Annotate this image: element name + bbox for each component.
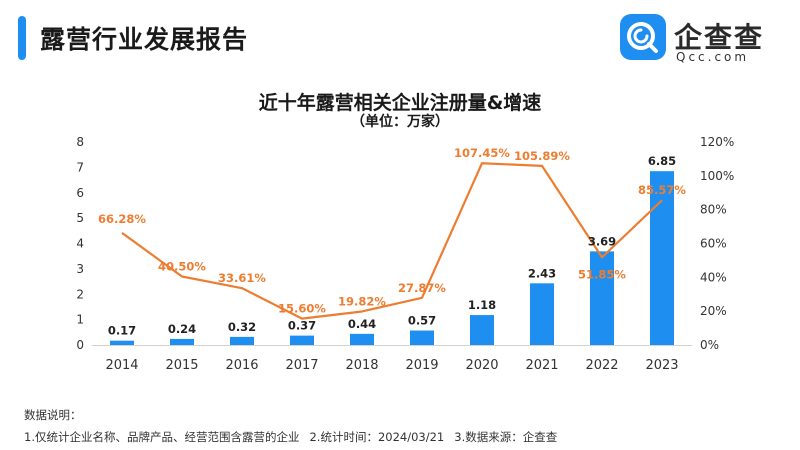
x-tick-label: 2021 — [525, 358, 558, 373]
x-tick-label: 2018 — [345, 358, 378, 373]
x-tick-label: 2020 — [465, 358, 498, 373]
line-value-label: 66.28% — [98, 212, 146, 226]
y-right-tick-label: 80% — [700, 203, 727, 217]
y-left-tick-label: 3 — [76, 262, 84, 276]
note-scope: 1.仅统计企业名称、品牌产品、经营范围含露营的企业 — [24, 430, 300, 444]
qcc-logo-icon — [620, 14, 666, 60]
bar — [110, 340, 134, 345]
y-left-tick-label: 4 — [76, 237, 84, 251]
bar — [170, 338, 194, 345]
logo-domain: Qcc.com — [676, 50, 750, 64]
chart-unit: （单位：万家） — [351, 114, 449, 130]
bar-value-label: 0.17 — [108, 324, 136, 338]
bar — [530, 283, 554, 345]
bar-value-label: 3.69 — [588, 234, 616, 248]
bar-value-label: 2.43 — [528, 266, 556, 280]
x-tick-label: 2017 — [285, 358, 318, 373]
bar — [590, 251, 614, 345]
report-title: 露营行业发展报告 — [40, 25, 249, 54]
y-left-tick-label: 8 — [76, 135, 84, 149]
bar — [290, 335, 314, 345]
bar — [350, 333, 374, 345]
y-left-tick-label: 5 — [76, 211, 84, 225]
header-accent-bar — [18, 16, 26, 60]
y-left-tick-label: 6 — [76, 186, 84, 200]
note-source: 3.数据来源：企查查 — [454, 430, 558, 444]
line-value-label: 40.50% — [158, 259, 206, 273]
x-tick-label: 2023 — [645, 358, 678, 373]
chart-title: 近十年露营相关企业注册量&增速 — [258, 92, 542, 114]
line-value-label: 15.60% — [278, 302, 326, 316]
y-right-tick-label: 20% — [700, 304, 727, 318]
brand-logo: 企查查 Qcc.com — [620, 14, 790, 66]
y-left-tick-label: 7 — [76, 160, 84, 174]
x-tick-label: 2014 — [105, 358, 138, 373]
line-value-label: 19.82% — [338, 294, 386, 308]
bar-value-label: 1.18 — [468, 298, 496, 312]
y-right-tick-label: 100% — [700, 169, 734, 183]
bar-value-label: 0.44 — [348, 317, 376, 331]
y-right-tick-label: 0% — [700, 338, 719, 352]
notes-line: 1.仅统计企业名称、品牌产品、经营范围含露营的企业 2.统计时间：2024/03/… — [24, 426, 557, 448]
bar — [470, 315, 494, 345]
bar — [410, 330, 434, 345]
bar — [650, 171, 674, 345]
data-notes: 数据说明： 1.仅统计企业名称、品牌产品、经营范围含露营的企业 2.统计时间：20… — [24, 404, 557, 448]
bar-value-label: 0.32 — [228, 320, 256, 334]
logo-name: 企查查 — [674, 21, 765, 54]
growth-rate-line — [121, 162, 663, 320]
line-value-label: 51.85% — [578, 267, 626, 281]
line-value-label: 27.87% — [398, 281, 446, 295]
x-tick-label: 2022 — [585, 358, 618, 373]
y-right-tick-label: 60% — [700, 237, 727, 251]
bar-value-label: 0.24 — [168, 322, 196, 336]
note-date: 2.统计时间：2024/03/21 — [309, 430, 445, 444]
y-right-tick-label: 40% — [700, 270, 727, 284]
line-value-label: 85.57% — [638, 183, 686, 197]
bar-value-label: 0.37 — [288, 319, 316, 333]
notes-heading: 数据说明： — [24, 408, 82, 422]
y-left-tick-label: 1 — [76, 313, 84, 327]
bar-value-label: 0.57 — [408, 314, 436, 328]
line-value-label: 33.61% — [218, 271, 266, 285]
x-tick-label: 2016 — [225, 358, 258, 373]
bar — [230, 336, 254, 345]
line-value-label: 105.89% — [514, 149, 570, 163]
y-left-tick-label: 2 — [76, 287, 84, 301]
x-tick-label: 2015 — [165, 358, 198, 373]
y-left-tick-label: 0 — [76, 338, 84, 352]
y-right-tick-label: 120% — [700, 135, 734, 149]
x-tick-label: 2019 — [405, 358, 438, 373]
line-value-label: 107.45% — [454, 146, 510, 160]
bar-value-label: 6.85 — [648, 154, 676, 168]
